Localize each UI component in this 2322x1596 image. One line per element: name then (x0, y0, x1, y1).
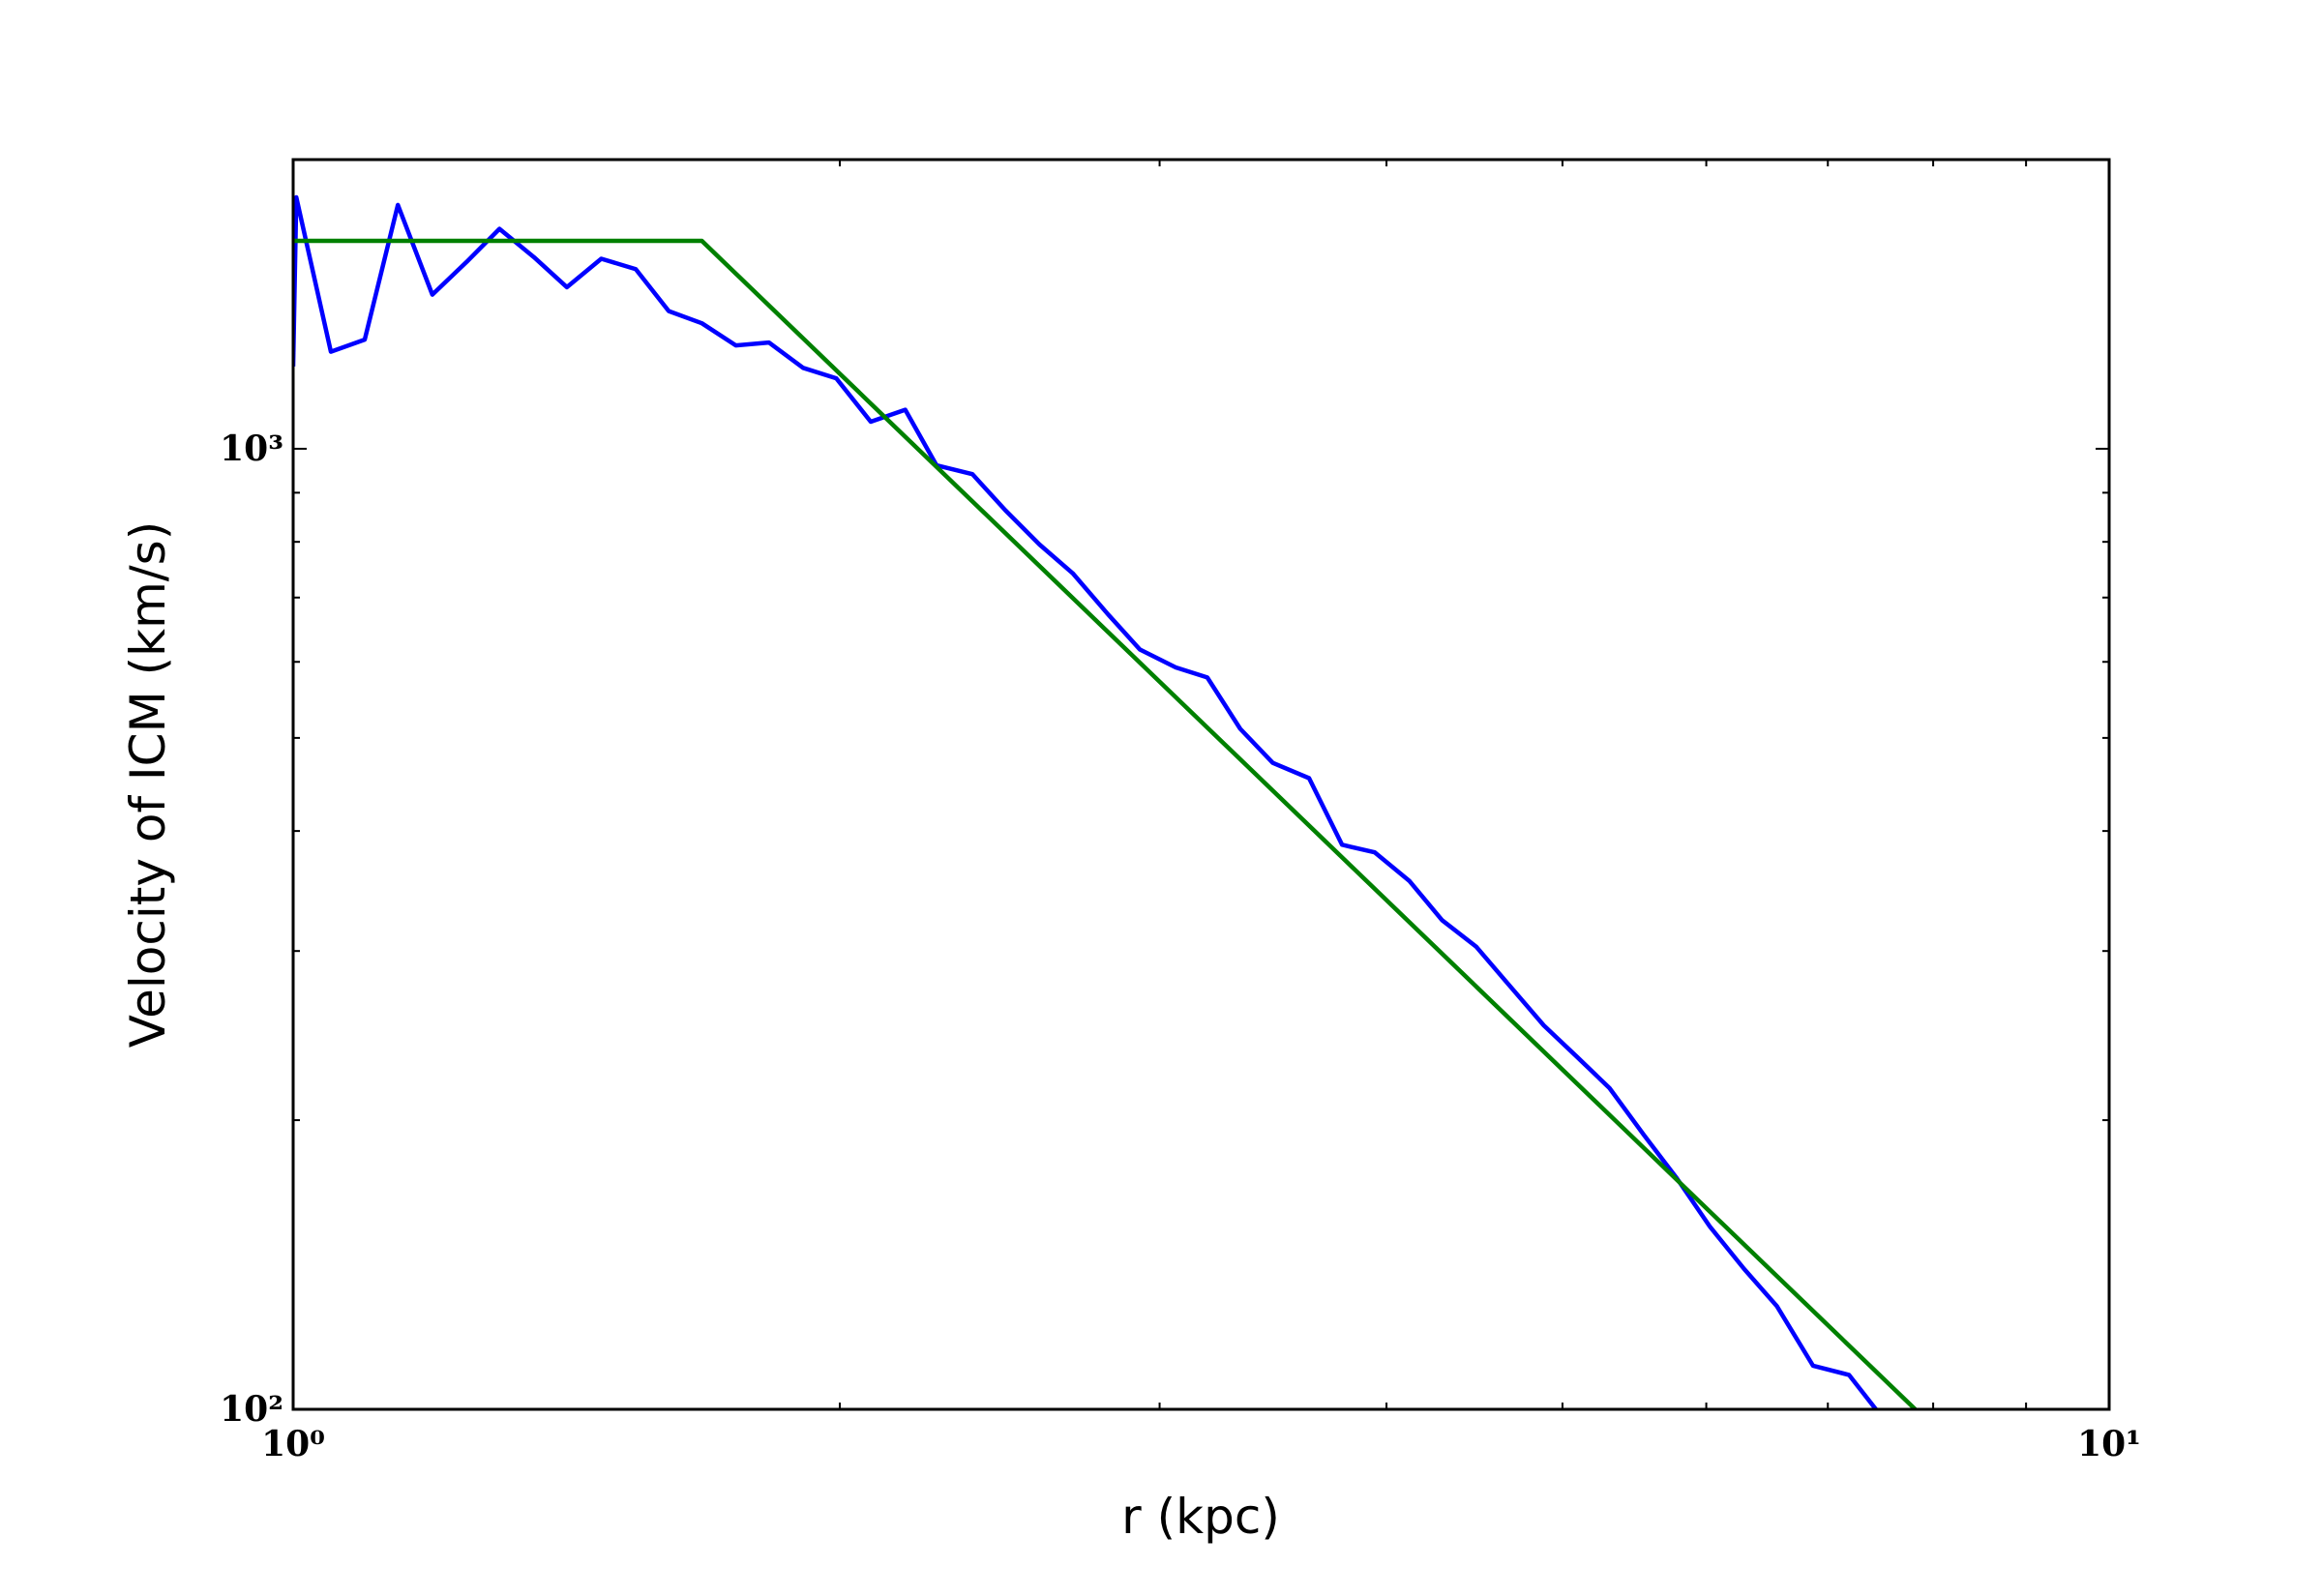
x-tick-label: 10¹ (2077, 1424, 2141, 1464)
plot-frame (291, 158, 2111, 1411)
y-axis-label: Velocity of ICM (km/s) (120, 521, 176, 1048)
y-tick-label: 10² (220, 1389, 283, 1430)
x-tick-label: 10⁰ (261, 1424, 325, 1464)
series-line (293, 194, 1878, 1409)
series-line (293, 238, 1918, 1409)
x-axis-label: r (kpc) (1121, 1489, 1280, 1545)
y-tick-label: 10³ (220, 429, 283, 469)
plot-area (293, 194, 1918, 1409)
